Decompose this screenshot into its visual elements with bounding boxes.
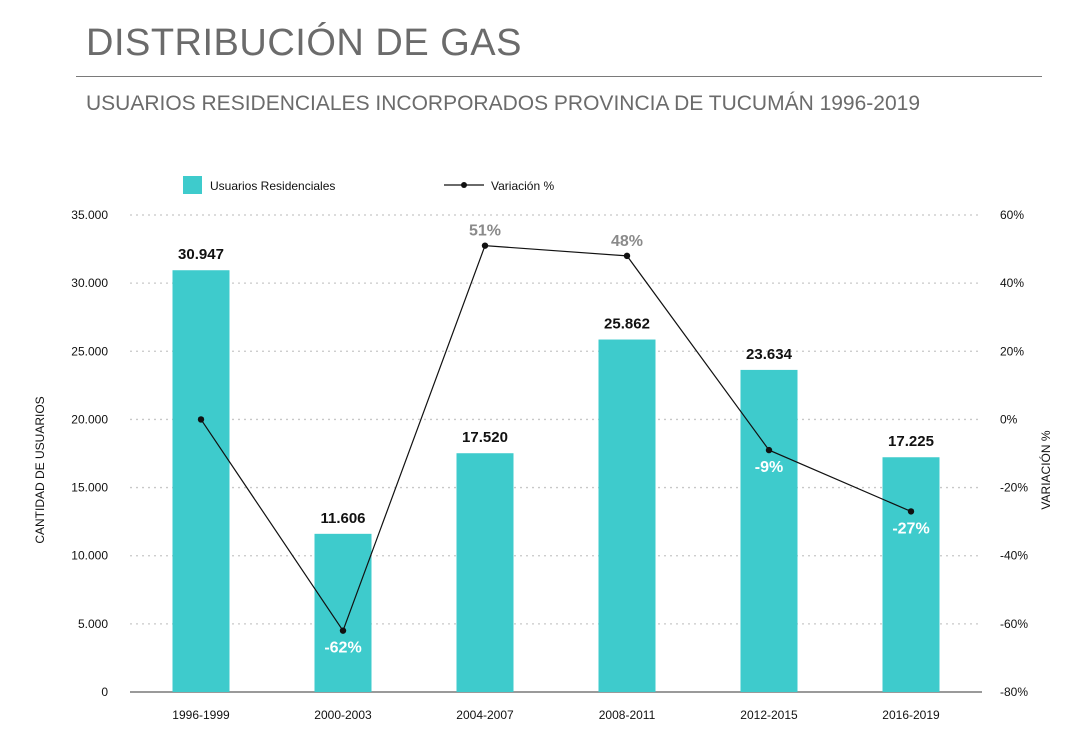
y2-tick-label: -80% [1000, 685, 1028, 699]
y2-tick-label: 40% [1000, 276, 1024, 290]
x-axis-ticks: 1996-1999 2000-2003 2004-2007 2008-2011 2012… [172, 708, 940, 722]
bar-value-label: 25.862 [604, 316, 650, 333]
y-tick-label: 30.000 [71, 276, 108, 290]
bar [172, 270, 230, 692]
legend-swatch-point [461, 182, 467, 188]
legend-label-line: Variación % [491, 179, 554, 193]
x-tick-label: 2008-2011 [599, 708, 656, 722]
x-tick-label: 2000-2003 [314, 708, 372, 722]
variation-point [481, 242, 489, 249]
y-tick-label: 35.000 [71, 208, 108, 222]
y2-tick-label: 0% [1000, 412, 1018, 426]
variation-point [197, 416, 205, 423]
bar [314, 533, 372, 692]
bar-value-label: 17.520 [462, 429, 508, 446]
bar-value-label: 11.606 [320, 510, 365, 527]
y2-tick-label: -20% [1000, 481, 1028, 495]
bar [598, 339, 656, 692]
bar-value-label: 30.947 [178, 246, 224, 263]
y2-tick-label: 60% [1000, 208, 1024, 222]
variation-label: -62% [324, 640, 361, 657]
bar [740, 369, 798, 692]
x-tick-label: 1996-1999 [172, 708, 230, 722]
variation-point [765, 446, 773, 454]
y2-tick-label: -60% [1000, 617, 1028, 631]
bar [882, 457, 940, 692]
variation-point [339, 627, 347, 634]
gridlines [130, 214, 982, 693]
variation-label: 48% [611, 233, 643, 250]
legend: Usuarios Residenciales Variación % [183, 176, 554, 194]
y2-axis-label: VARIACIÓN % [1038, 430, 1053, 509]
variation-label: -27% [892, 520, 929, 537]
variation-point [623, 252, 631, 260]
variation-line-path [200, 245, 912, 632]
x-tick-label: 2012-2015 [740, 708, 798, 722]
y-tick-label: 0 [101, 685, 108, 699]
page-subtitle: USUARIOS RESIDENCIALES INCORPORADOS PROV… [86, 92, 921, 115]
y-tick-label: 10.000 [71, 549, 108, 563]
page-title: DISTRIBUCIÓN DE GAS [86, 22, 522, 64]
legend-label-bars: Usuarios Residenciales [210, 179, 335, 193]
x-tick-label: 2004-2007 [456, 708, 514, 722]
y-tick-label: 20.000 [71, 412, 108, 426]
x-tick-label: 2016-2019 [882, 708, 940, 722]
title-divider [76, 76, 1042, 77]
right-axis-ticks: -80% -60% -40% -20% 0% 20% 40% 60% [1000, 208, 1028, 699]
bar [456, 453, 514, 692]
y-tick-label: 25.000 [71, 344, 108, 358]
y-tick-label: 15.000 [71, 481, 108, 495]
y2-tick-label: 20% [1000, 344, 1024, 358]
variation-label: -9% [755, 459, 783, 476]
bar-value-label: 23.634 [746, 346, 793, 363]
bars [172, 270, 940, 692]
y-axis-label: CANTIDAD DE USUARIOS [33, 396, 47, 543]
data-labels: 30.947 11.606 17.520 25.862 23.634 17.225 -62%… [178, 223, 934, 657]
variation-line [197, 242, 915, 634]
variation-label: 51% [469, 223, 501, 240]
left-axis-ticks: 0 5.000 10.000 15.000 20.000 25.000 30.000 35.0… [71, 208, 108, 699]
bar-value-label: 17.225 [888, 433, 934, 450]
legend-swatch-bars [183, 176, 202, 194]
y-tick-label: 5.000 [78, 617, 108, 631]
variation-point [907, 508, 915, 515]
y2-tick-label: -40% [1000, 549, 1028, 563]
